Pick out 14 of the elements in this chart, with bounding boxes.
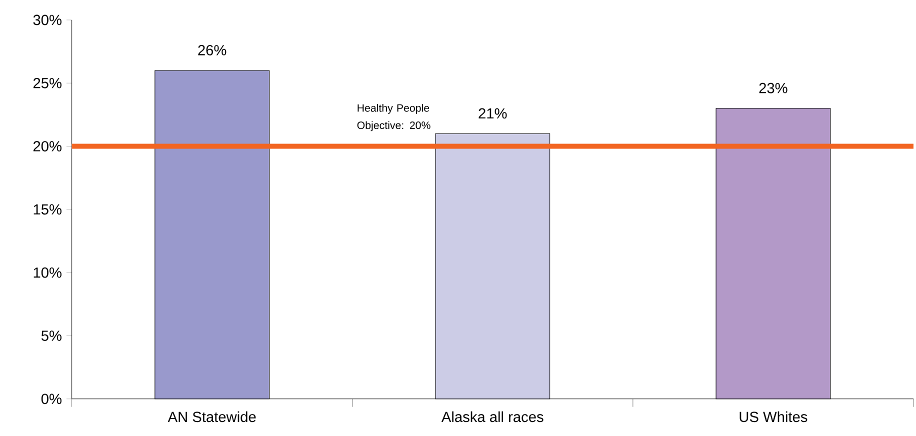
data-label: 26% xyxy=(198,45,226,56)
y-tick-label: 5% xyxy=(41,330,62,341)
x-tick-label: AN Statewide xyxy=(168,411,256,422)
y-tick-label: 15% xyxy=(34,204,62,215)
y-tick-label: 0% xyxy=(41,394,62,404)
x-tick-label: US Whites xyxy=(740,411,808,422)
ref-line-label: Healthy People Objective: 20% xyxy=(357,104,430,132)
y-tick-label: 10% xyxy=(34,268,62,278)
y-tick-label: 20% xyxy=(33,141,62,152)
x-tick-label: Alaska all races xyxy=(441,411,544,422)
data-label: 23% xyxy=(759,83,788,94)
data-label: 21% xyxy=(478,108,507,119)
y-tick-label: 30% xyxy=(33,14,62,26)
y-tick-label: 25% xyxy=(33,78,62,88)
